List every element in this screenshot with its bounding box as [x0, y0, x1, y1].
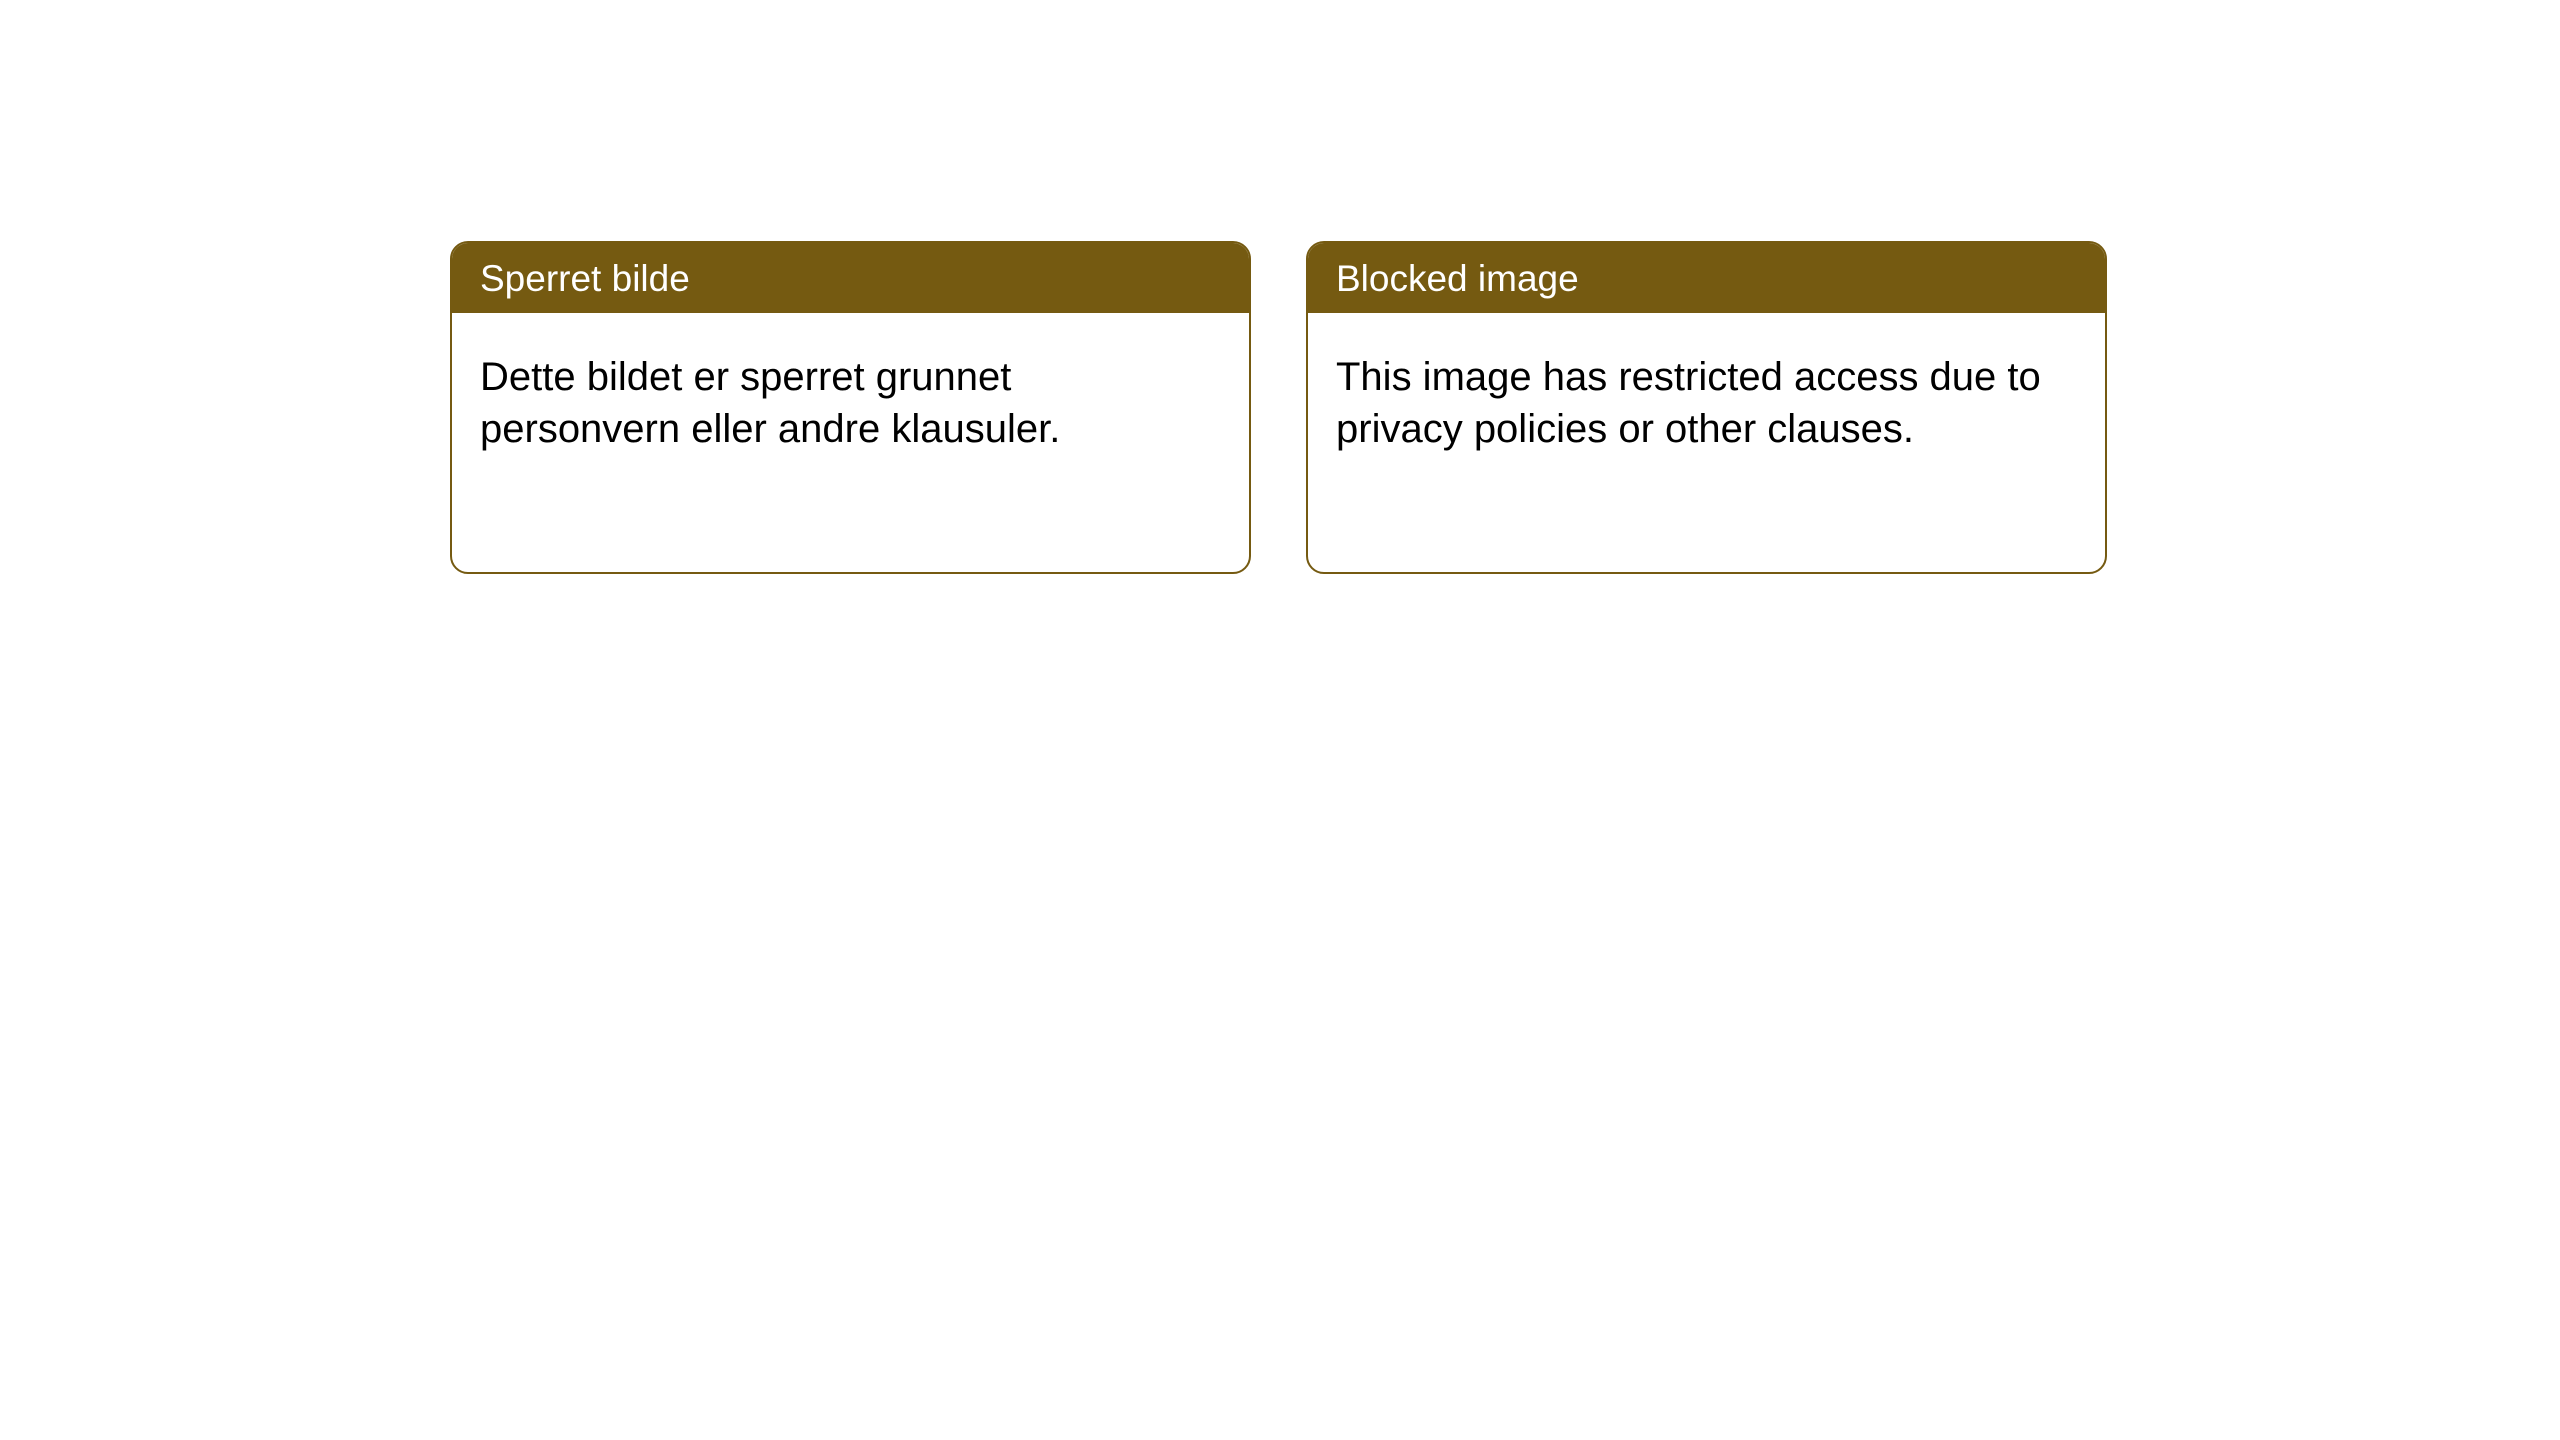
- notice-card-norwegian: Sperret bilde Dette bildet er sperret gr…: [450, 241, 1251, 574]
- card-header: Sperret bilde: [452, 243, 1249, 313]
- notice-container: Sperret bilde Dette bildet er sperret gr…: [0, 0, 2560, 574]
- card-header: Blocked image: [1308, 243, 2105, 313]
- card-body: This image has restricted access due to …: [1308, 313, 2105, 483]
- card-body: Dette bildet er sperret grunnet personve…: [452, 313, 1249, 483]
- notice-card-english: Blocked image This image has restricted …: [1306, 241, 2107, 574]
